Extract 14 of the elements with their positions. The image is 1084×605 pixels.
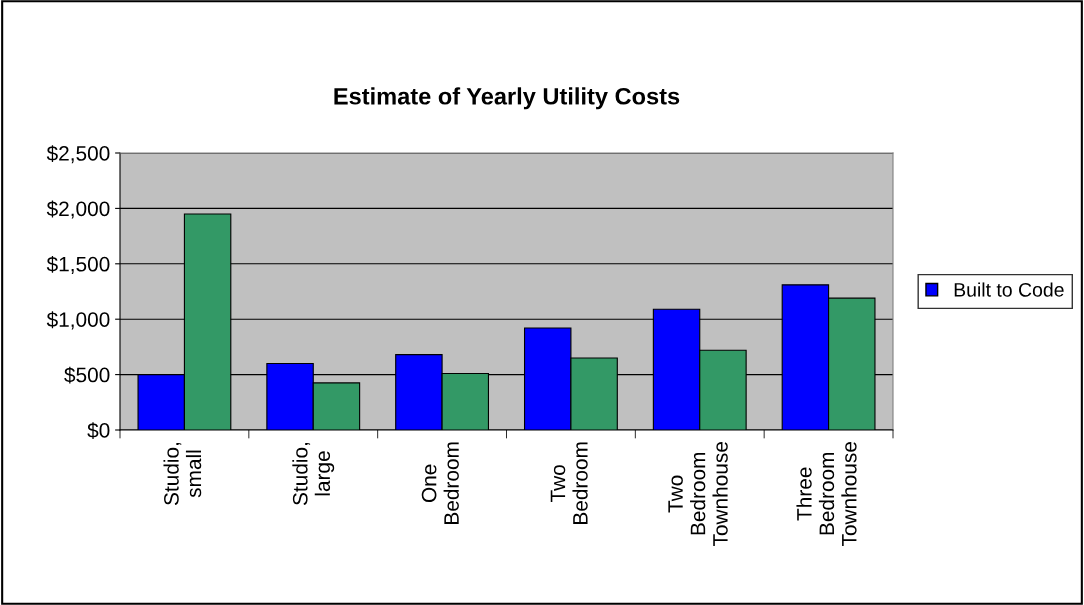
x-tick-label: Two Bedroom	[550, 442, 588, 524]
y-tick-label: $1,500	[46, 255, 110, 275]
x-tick-label: One Bedroom	[421, 442, 459, 524]
y-tick-label: $1,000	[46, 311, 110, 330]
chart-title: Estimate of Yearly Utility Costs	[334, 87, 680, 110]
y-tick-label: $2,000	[46, 200, 110, 219]
x-tick-label: Two Bedroom Townhouse	[668, 442, 728, 547]
x-tick-label: Studio, small	[163, 442, 202, 506]
x-tick-label: Three Bedroom Townhouse	[796, 442, 857, 547]
y-tick-label: $0	[87, 422, 110, 439]
y-tick-label: $2,500	[46, 145, 110, 164]
legend-label: Built to Code	[954, 282, 1064, 297]
y-tick-label: $500	[64, 366, 110, 384]
x-tick-label: Studio, large	[292, 442, 335, 506]
